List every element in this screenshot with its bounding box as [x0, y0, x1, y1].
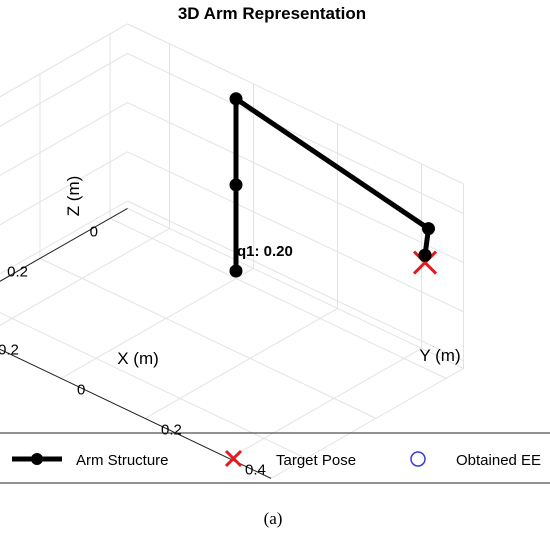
legend-label-obtained-ee: Obtained EE: [456, 452, 541, 469]
floor-pane: [0, 207, 465, 479]
y-tick-label-2: 0.2: [161, 421, 182, 438]
axes-grid: [0, 23, 465, 479]
floor-gridline-x-2: [0, 312, 307, 459]
legend-label-arm-structure: Arm Structure: [76, 452, 169, 469]
legend-arm-marker: [31, 453, 43, 465]
end-effector-joint: [418, 248, 432, 262]
floor-gridline-x-0: [109, 217, 447, 379]
legend-entry-obtained-ee: Obtained EE: [410, 451, 541, 469]
side-gridline-z-3: [0, 52, 128, 127]
x-axis-line: [0, 207, 128, 282]
floor-gridline-x-1: [39, 257, 377, 419]
tick-labels: 00.20.40.600.20.4-0.200.20.4: [0, 223, 266, 478]
side-gridline-z-0: [0, 200, 128, 275]
x-tick-label-0: 0: [90, 223, 98, 240]
series-0-joint-0: [229, 264, 243, 278]
back-gridline-z-1: [127, 151, 464, 313]
floor-gridline-y-1: [60, 267, 254, 379]
floor-gridline-y-3: [228, 347, 422, 459]
y-axis-line: [0, 348, 272, 479]
z-axis-label: Z (m): [64, 176, 83, 217]
x-axis-label: X (m): [117, 349, 159, 368]
figure-caption: (a): [264, 509, 283, 528]
legend-target-x-2: [224, 449, 243, 468]
legend: Arm Structure Target Pose Obtained EE: [0, 432, 550, 484]
series-0-joint-1: [229, 178, 243, 192]
back-gridline-z-3: [127, 52, 464, 214]
plot-series: [229, 92, 438, 278]
y-tick-label-1: 0: [77, 381, 85, 398]
series-0-joint-2: [229, 92, 243, 106]
back-gridline-z-2: [127, 102, 464, 264]
chart-title: 3D Arm Representation: [178, 4, 366, 23]
y-tick-label-0: -0.2: [0, 341, 19, 358]
back-top-edge: [127, 23, 464, 185]
x-tick-label-1: 0.2: [7, 263, 28, 280]
side-gridline-z-1: [0, 151, 128, 226]
legend-entry-arm-structure: Arm Structure: [12, 452, 169, 469]
legend-entry-target-pose: Target Pose: [224, 449, 356, 469]
joint-annotation: q1: 0.20: [237, 243, 293, 260]
legend-obtained-marker: [410, 451, 426, 467]
side-gridline-z-2: [0, 102, 128, 177]
floor-gridline-y-2: [144, 307, 338, 419]
series-0-joint-3: [422, 222, 435, 236]
back-gridline-z-0: [127, 200, 464, 362]
floor-gridline-y-0: [0, 227, 170, 326]
y-tick-label-3: 0.4: [245, 461, 266, 478]
series-1-x-b-0: [412, 250, 438, 275]
side-top-edge: [0, 23, 128, 98]
legend-label-target-pose: Target Pose: [276, 452, 356, 469]
y-axis-label: Y (m): [419, 346, 460, 365]
